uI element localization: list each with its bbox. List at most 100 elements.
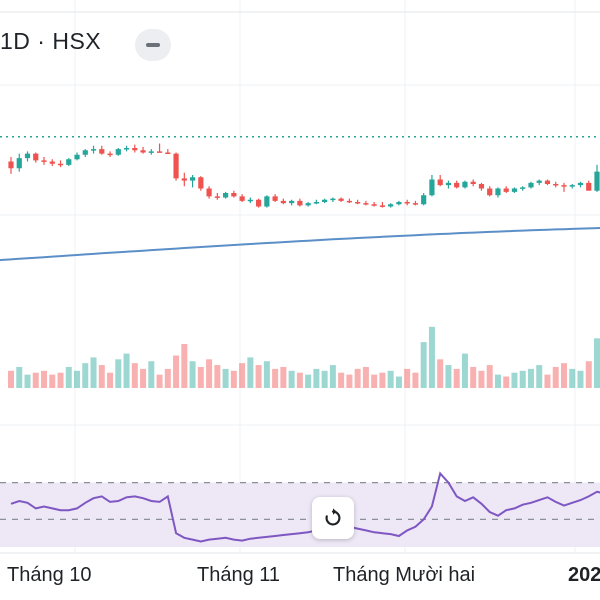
candle-body	[594, 171, 600, 191]
candle	[181, 172, 187, 187]
volume-bar	[16, 366, 23, 388]
volume-bar	[305, 374, 312, 388]
candle	[371, 202, 377, 207]
candle	[82, 149, 88, 157]
volume-bar	[164, 368, 171, 388]
candle	[536, 179, 542, 186]
volume-bar	[197, 366, 204, 388]
candle	[412, 200, 419, 206]
candle-body	[148, 151, 154, 153]
candle-body	[123, 148, 130, 150]
candle	[156, 143, 163, 153]
volume-bar	[24, 374, 31, 388]
candle-body	[140, 150, 146, 153]
reset-chart-button[interactable]	[312, 497, 354, 539]
candle	[280, 198, 286, 205]
volume-bar	[461, 353, 468, 388]
candle	[16, 153, 22, 172]
volume-bar	[494, 374, 501, 388]
candle-body	[437, 179, 443, 186]
candle	[256, 198, 262, 208]
candle-body	[544, 180, 551, 184]
volume-bar	[140, 368, 147, 388]
candle-body	[421, 195, 427, 205]
candle-body	[528, 182, 534, 188]
candle-body	[495, 188, 501, 196]
candle-body	[66, 159, 72, 165]
volume-bar	[552, 366, 559, 388]
candle-body	[379, 205, 386, 207]
candle	[272, 194, 278, 202]
candle-body	[239, 196, 245, 201]
volume-bar	[395, 376, 402, 388]
volume-bar	[503, 376, 510, 388]
volume-bar	[57, 372, 64, 388]
candle	[214, 193, 220, 200]
volume-bar	[527, 368, 534, 388]
volume-bar	[577, 370, 584, 388]
candle-body	[289, 200, 295, 204]
candle	[132, 144, 138, 153]
x-tick-label: Tháng 11	[197, 564, 281, 586]
candle	[478, 182, 485, 191]
moving-average-line	[0, 227, 600, 262]
candle	[363, 200, 369, 206]
collapse-button[interactable]	[135, 29, 171, 61]
candle	[429, 175, 435, 197]
candle	[247, 197, 253, 204]
candle-body	[264, 196, 270, 207]
x-tick-label: 202	[568, 564, 600, 586]
candle-body	[247, 199, 253, 202]
volume-bar	[470, 366, 477, 388]
volume-bar	[90, 357, 97, 388]
candle	[487, 186, 493, 197]
candle	[231, 190, 237, 198]
volume-bar	[123, 353, 130, 388]
candle	[313, 199, 319, 205]
volume-bar	[420, 342, 427, 388]
candle	[511, 187, 518, 193]
x-tick-label: Tháng Mười hai	[333, 564, 476, 586]
volume-bar	[560, 363, 567, 388]
candle	[24, 151, 31, 162]
candle-body	[132, 148, 138, 151]
volume-bar	[239, 363, 246, 388]
volume-bar	[98, 365, 105, 388]
candle	[57, 160, 64, 168]
candle	[553, 181, 559, 188]
candle	[421, 193, 427, 206]
volume-bar	[230, 370, 237, 388]
volume-bar	[519, 370, 526, 388]
volume-bar	[131, 363, 138, 388]
volume-bar	[8, 370, 14, 388]
volume-bar	[379, 372, 386, 388]
candle-body	[74, 154, 80, 160]
candle	[222, 191, 229, 199]
candle	[66, 158, 72, 166]
volume-bar	[65, 366, 72, 388]
candle-body	[346, 200, 352, 203]
candle-body	[49, 161, 55, 164]
candle-body	[24, 153, 31, 159]
candle	[569, 184, 575, 189]
candle	[90, 145, 97, 154]
volume-bar	[354, 368, 361, 388]
candle	[99, 145, 105, 155]
candle-body	[445, 182, 452, 186]
rotate-icon	[325, 508, 341, 526]
volume-bar	[32, 372, 39, 388]
volume-bar	[148, 361, 155, 388]
candle-body	[82, 150, 88, 155]
volume-bar	[387, 370, 394, 388]
candle-body	[33, 153, 39, 161]
candle	[140, 146, 146, 154]
candle-body	[16, 158, 22, 169]
candle-body	[355, 202, 361, 204]
volume-bar	[594, 338, 600, 388]
candle-body	[99, 149, 105, 154]
volume-bar	[445, 365, 452, 388]
candle-body	[553, 184, 559, 186]
candle	[470, 179, 476, 187]
candle	[586, 180, 592, 191]
candle-body	[487, 188, 493, 196]
